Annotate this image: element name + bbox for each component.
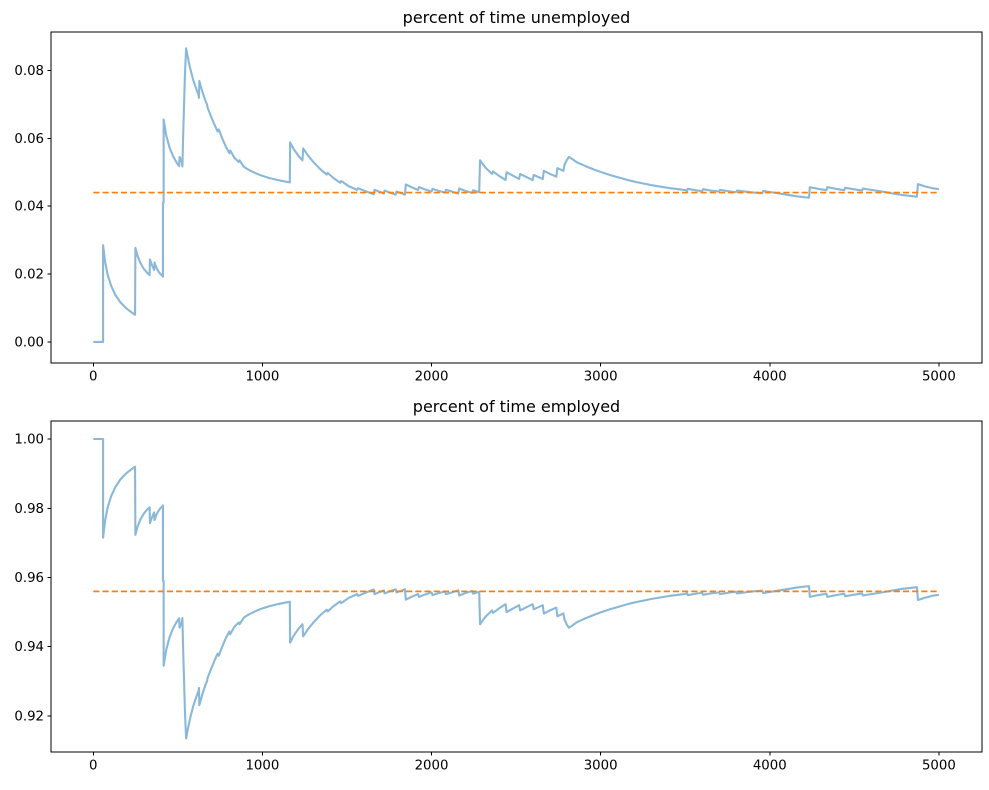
x-tick-label: 0 <box>89 370 97 385</box>
x-tick-label: 4000 <box>753 370 787 385</box>
x-tick-label: 5000 <box>922 370 956 385</box>
axes-spines <box>50 31 983 364</box>
y-tick-label: 1.00 <box>14 433 44 448</box>
simulated-fraction-employed-line <box>93 437 940 740</box>
x-tick-label: 2000 <box>415 370 449 385</box>
x-tick-label: 5000 <box>922 759 956 774</box>
y-tick-label: 0.02 <box>14 268 44 283</box>
x-tick-label: 3000 <box>584 759 618 774</box>
chart-title-unemployed: percent of time unemployed <box>403 8 631 27</box>
axes-spines <box>50 420 983 753</box>
y-tick-label: 0.04 <box>14 200 44 215</box>
y-tick-label: 0.94 <box>14 640 44 655</box>
y-tick-label: 0.98 <box>14 502 44 517</box>
plot-region-unemployed: 0 1000 2000 3000 4000 5000 0.00 0.02 0.04 0.06 0.0… <box>14 31 983 385</box>
y-tick-label: 0.96 <box>14 571 44 586</box>
x-tick-label: 3000 <box>584 370 618 385</box>
y-tick-label: 0.92 <box>14 709 44 724</box>
axes-percent-employed: percent of time employed 0 1000 2000 3000 40… <box>14 397 983 774</box>
x-tick-label: 2000 <box>415 759 449 774</box>
y-tick-label: 0.08 <box>14 64 44 79</box>
x-tick-label: 1000 <box>245 759 279 774</box>
x-tick-label: 0 <box>89 759 97 774</box>
plot-region-employed: 0 1000 2000 3000 4000 5000 0.92 0.94 0.96 0.98 1.0… <box>14 420 983 774</box>
simulated-fraction-unemployed-line <box>93 47 940 344</box>
axes-percent-unemployed: percent of time unemployed 0 1000 2000 3000… <box>14 8 983 385</box>
y-tick-label: 0.06 <box>14 132 44 147</box>
x-tick-label: 1000 <box>245 370 279 385</box>
x-tick-label: 4000 <box>753 759 787 774</box>
y-tick-label: 0.00 <box>14 335 44 350</box>
chart-title-employed: percent of time employed <box>413 397 620 416</box>
